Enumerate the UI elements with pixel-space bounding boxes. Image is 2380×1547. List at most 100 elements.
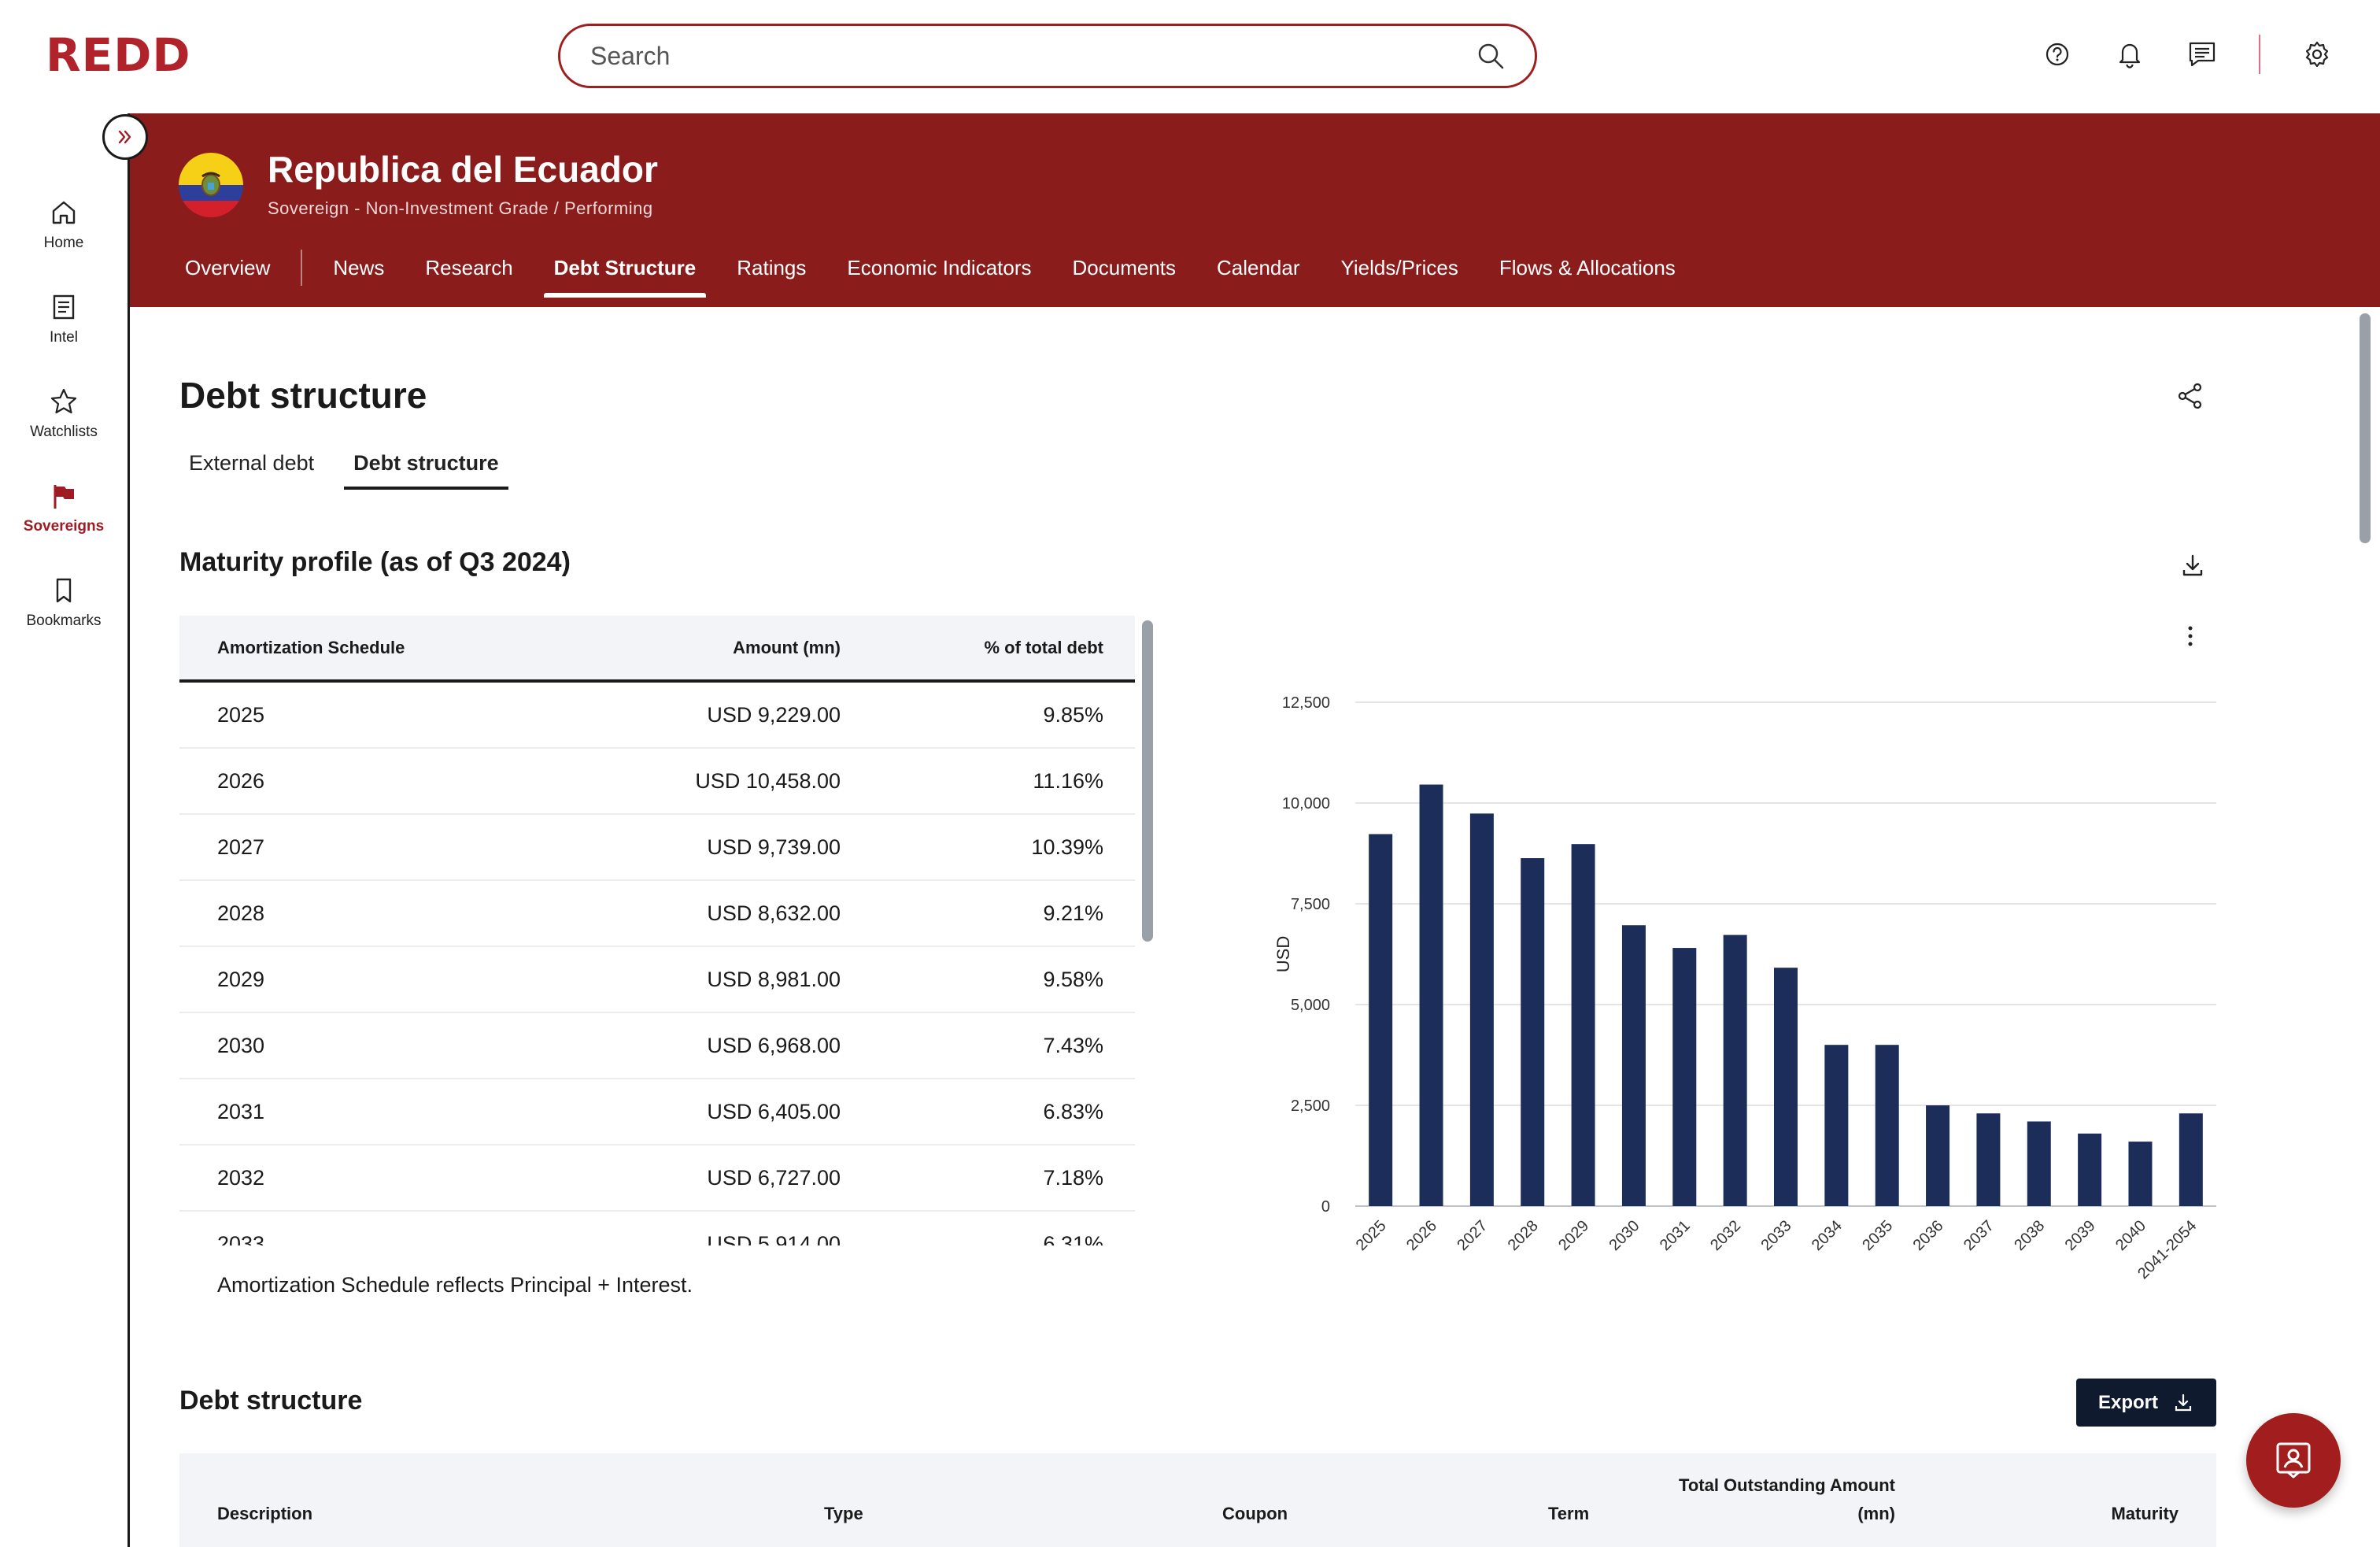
x-tick-label: 2037 bbox=[1961, 1217, 1998, 1254]
column-header-coupon[interactable]: Coupon bbox=[1222, 1504, 1288, 1523]
sidebar-expand-button[interactable] bbox=[102, 114, 148, 160]
chart-bar[interactable] bbox=[1723, 934, 1747, 1206]
search-bar[interactable] bbox=[558, 24, 1537, 88]
tab-debt-structure[interactable]: Debt Structure bbox=[543, 239, 707, 298]
chart-bar[interactable] bbox=[1521, 858, 1545, 1206]
tab-ratings[interactable]: Ratings bbox=[737, 255, 807, 279]
chart-bar[interactable] bbox=[2179, 1113, 2203, 1206]
help-icon[interactable] bbox=[2042, 39, 2073, 70]
x-tick-label: 2039 bbox=[2062, 1217, 2099, 1254]
more-vertical-icon[interactable] bbox=[2179, 622, 2202, 650]
support-agent-icon bbox=[2276, 1442, 2311, 1479]
settings-icon[interactable] bbox=[2301, 39, 2333, 70]
tab-research[interactable]: Research bbox=[425, 255, 513, 279]
chart-bar[interactable] bbox=[1926, 1105, 1950, 1206]
search-input[interactable] bbox=[589, 40, 1475, 72]
bell-icon[interactable] bbox=[2114, 39, 2145, 70]
cell-percent: 9.58% bbox=[1043, 967, 1103, 991]
table-row[interactable]: 2033 USD 5,914.00 6.31% bbox=[179, 1212, 1135, 1246]
table-header: Amortization Schedule Amount (mn) % of t… bbox=[179, 616, 1135, 683]
sidebar-item-sovereigns[interactable]: Sovereigns bbox=[0, 480, 128, 535]
page-title: Debt structure bbox=[179, 375, 427, 416]
chart-bar[interactable] bbox=[1824, 1045, 1849, 1206]
chart-bar[interactable] bbox=[1419, 784, 1443, 1206]
chart-bar[interactable] bbox=[2128, 1142, 2153, 1206]
export-button[interactable]: Export bbox=[2076, 1379, 2216, 1427]
download-icon[interactable] bbox=[2179, 551, 2207, 579]
table-row[interactable]: 2026 USD 10,458.00 11.16% bbox=[179, 749, 1135, 815]
table-row[interactable]: 2027 USD 9,739.00 10.39% bbox=[179, 815, 1135, 881]
column-header-type[interactable]: Type bbox=[824, 1504, 863, 1523]
sidebar-item-intel[interactable]: Intel bbox=[0, 291, 128, 346]
tab-news[interactable]: News bbox=[333, 255, 385, 279]
cell-year: 2032 bbox=[217, 1165, 265, 1190]
export-label: Export bbox=[2097, 1391, 2158, 1413]
y-tick-label: 10,000 bbox=[1282, 795, 1330, 812]
chart-bar[interactable] bbox=[1976, 1113, 2001, 1206]
table-row[interactable]: 2032 USD 6,727.00 7.18% bbox=[179, 1145, 1135, 1212]
subtab-external-debt[interactable]: External debt bbox=[189, 451, 315, 475]
cell-year: 2026 bbox=[217, 768, 265, 793]
tab-yields-prices[interactable]: Yields/Prices bbox=[1340, 255, 1458, 279]
page-scrollbar[interactable] bbox=[2360, 313, 2371, 543]
x-tick-label: 2025 bbox=[1353, 1217, 1390, 1254]
table-body: 2025 USD 9,229.00 9.85% 2026 USD 10,458.00 11… bbox=[179, 683, 1135, 1245]
download-icon bbox=[2175, 1393, 2192, 1411]
table-row[interactable]: 2029 USD 8,981.00 9.58% bbox=[179, 947, 1135, 1013]
cell-year: 2029 bbox=[217, 967, 265, 991]
chart-bar[interactable] bbox=[2078, 1133, 2102, 1206]
maturity-table[interactable]: Amortization Schedule Amount (mn) % of t… bbox=[179, 616, 1135, 1245]
x-tick-label: 2036 bbox=[1910, 1217, 1947, 1254]
tab-flows-allocations[interactable]: Flows & Allocations bbox=[1499, 255, 1676, 279]
cell-amount: USD 9,739.00 bbox=[707, 835, 841, 859]
top-divider bbox=[2259, 35, 2260, 74]
support-chat-button[interactable] bbox=[2246, 1413, 2341, 1508]
messages-icon[interactable] bbox=[2186, 39, 2218, 70]
subtab-debt-structure[interactable]: Debt structure bbox=[344, 445, 508, 490]
maturity-bar-chart: 0 2,500 5,000 7,500 10,000 12,500 USD 2025 2026 2… bbox=[1273, 694, 2216, 1282]
cell-amount: USD 9,229.00 bbox=[707, 702, 841, 727]
chart-bar[interactable] bbox=[1369, 834, 1393, 1206]
tab-overview[interactable]: Overview bbox=[185, 255, 271, 279]
sidebar-item-watchlists[interactable]: Watchlists bbox=[0, 386, 128, 441]
chart-bar[interactable] bbox=[2027, 1121, 2051, 1206]
sidebar-item-home[interactable]: Home bbox=[0, 197, 128, 252]
sidebar-item-label: Sovereigns bbox=[23, 518, 105, 535]
chart-bar[interactable] bbox=[1875, 1045, 1899, 1206]
chart-bar[interactable] bbox=[1571, 844, 1595, 1206]
column-header-amount[interactable]: Amount (mn) bbox=[733, 637, 841, 657]
column-header-description[interactable]: Description bbox=[217, 1504, 313, 1523]
subtabs: External debt Debt structure bbox=[179, 445, 529, 490]
bookmark-icon bbox=[56, 578, 72, 603]
x-tick-label: 2026 bbox=[1403, 1217, 1440, 1254]
y-tick-label: 5,000 bbox=[1291, 997, 1330, 1014]
share-icon[interactable] bbox=[2175, 381, 2205, 411]
table-row[interactable]: 2028 USD 8,632.00 9.21% bbox=[179, 881, 1135, 947]
column-header-term[interactable]: Term bbox=[1548, 1504, 1590, 1523]
sidebar-item-bookmarks[interactable]: Bookmarks bbox=[0, 575, 128, 630]
tab-documents[interactable]: Documents bbox=[1072, 255, 1177, 279]
column-header-total-outstanding[interactable]: Total Outstanding Amount bbox=[1679, 1475, 1895, 1495]
table-row[interactable]: 2031 USD 6,405.00 6.83% bbox=[179, 1079, 1135, 1145]
tab-divider bbox=[301, 250, 303, 286]
cell-percent: 9.21% bbox=[1043, 901, 1103, 925]
intel-icon bbox=[53, 294, 75, 320]
cell-percent: 6.83% bbox=[1043, 1099, 1103, 1123]
column-header-maturity[interactable]: Maturity bbox=[2111, 1504, 2179, 1523]
chart-bar[interactable] bbox=[1774, 968, 1798, 1206]
column-header-percent[interactable]: % of total debt bbox=[984, 637, 1103, 657]
sidebar-item-label: Watchlists bbox=[30, 424, 98, 440]
column-header-schedule[interactable]: Amortization Schedule bbox=[217, 637, 405, 657]
x-tick-label: 2030 bbox=[1606, 1217, 1643, 1254]
table-row[interactable]: 2025 USD 9,229.00 9.85% bbox=[179, 683, 1135, 749]
chart-bar[interactable] bbox=[1469, 813, 1494, 1206]
redd-logo[interactable]: REDD bbox=[46, 32, 191, 78]
search-icon[interactable] bbox=[1475, 40, 1506, 72]
table-scrollbar[interactable] bbox=[1142, 620, 1153, 942]
table-row[interactable]: 2030 USD 6,968.00 7.43% bbox=[179, 1013, 1135, 1079]
tab-calendar[interactable]: Calendar bbox=[1217, 255, 1300, 279]
tab-economic-indicators[interactable]: Economic Indicators bbox=[847, 255, 1032, 279]
chart-bar[interactable] bbox=[1672, 948, 1697, 1206]
chart-bar[interactable] bbox=[1621, 925, 1646, 1206]
cell-percent: 9.85% bbox=[1043, 702, 1103, 727]
